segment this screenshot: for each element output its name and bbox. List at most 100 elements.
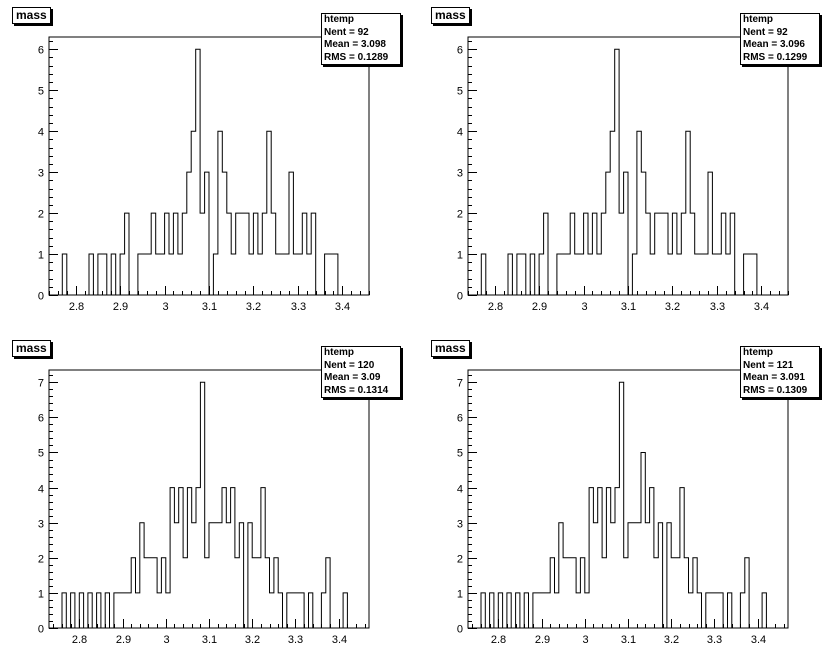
histogram-bin <box>704 254 708 295</box>
histogram-bin <box>632 254 636 295</box>
y-tick-label: 7 <box>38 378 44 390</box>
x-tick-label: 2.9 <box>532 301 547 313</box>
histogram-bin <box>668 254 672 295</box>
x-tick-label: 3.2 <box>665 301 680 313</box>
histogram-bin <box>118 593 122 628</box>
histogram-bin <box>570 213 574 295</box>
histogram-bin <box>79 593 83 628</box>
histogram-bin <box>602 558 606 628</box>
histogram-bin <box>156 254 160 295</box>
x-tick-label: 3.3 <box>710 301 725 313</box>
histogram-bin <box>606 172 610 295</box>
histogram-bin <box>140 523 144 628</box>
histogram-bin <box>123 593 127 628</box>
histogram-bin <box>114 593 118 628</box>
histogram-bin <box>650 254 654 295</box>
y-tick-label: 5 <box>38 86 44 98</box>
histogram-bin <box>667 523 671 628</box>
histogram-bin <box>671 558 675 628</box>
stats-box: htemp Nent = 92 Mean = 3.096 RMS = 0.129… <box>740 13 820 65</box>
histogram-bin <box>308 593 312 628</box>
histogram-bin <box>490 593 494 628</box>
x-tick-label: 3.1 <box>621 634 636 646</box>
histogram-bin <box>585 593 589 628</box>
histogram-bin <box>516 593 520 628</box>
histogram-bin <box>62 593 66 628</box>
y-tick-label: 1 <box>457 589 463 601</box>
histogram-bin <box>248 523 252 628</box>
histogram-bin <box>601 213 605 295</box>
histogram-bin <box>637 523 641 628</box>
histogram-bin <box>659 213 663 295</box>
histogram-bin <box>580 558 584 628</box>
stats-name: htemp <box>324 347 354 358</box>
histogram-bin <box>157 593 161 628</box>
histogram-outline <box>480 381 767 629</box>
histogram-bin <box>218 131 222 295</box>
y-tick-label: 3 <box>457 168 463 180</box>
histogram-bin <box>624 558 628 628</box>
y-tick-label: 0 <box>457 291 463 303</box>
histogram-bin <box>680 488 684 628</box>
histogram-bin <box>205 558 209 628</box>
y-tick-label: 6 <box>457 45 463 57</box>
histogram-bin <box>293 254 297 295</box>
histogram-outline <box>61 381 348 629</box>
histogram-bin <box>699 254 703 295</box>
stats-mean: Mean = 3.098 <box>324 39 386 50</box>
x-tick-label: 3 <box>581 301 587 313</box>
histogram-bin <box>517 254 521 295</box>
histogram-bin <box>160 254 164 295</box>
y-tick-label: 1 <box>38 589 44 601</box>
histogram-bin <box>646 213 650 295</box>
histogram-bin <box>200 213 204 295</box>
histogram-bin <box>178 254 182 295</box>
histogram-title: mass <box>12 340 51 357</box>
histogram-bin <box>677 254 681 295</box>
histogram-bin <box>289 172 293 295</box>
histogram-bin <box>98 254 102 295</box>
histogram-bin <box>111 254 115 295</box>
histogram-bin <box>166 593 170 628</box>
y-tick-label: 6 <box>457 413 463 425</box>
histogram-bin <box>695 254 699 295</box>
histogram-bin <box>563 558 567 628</box>
x-tick-label: 2.9 <box>113 301 128 313</box>
histogram-bin <box>554 593 558 628</box>
histogram-bin <box>650 488 654 628</box>
histogram-title: mass <box>12 7 51 24</box>
histogram-bin <box>619 213 623 295</box>
y-tick-label: 3 <box>38 168 44 180</box>
histogram-bin <box>222 488 226 628</box>
histogram-bin <box>615 488 619 628</box>
histogram-bin <box>508 254 512 295</box>
x-tick-label: 2.8 <box>488 301 503 313</box>
histogram-bin <box>575 254 579 295</box>
y-tick-label: 0 <box>457 624 463 636</box>
histogram-bin <box>253 213 257 295</box>
histogram-bin <box>307 254 311 295</box>
histogram-bin <box>97 593 101 628</box>
histogram-bin <box>681 213 685 295</box>
histogram-bin <box>645 523 649 628</box>
histogram-bin <box>521 254 525 295</box>
histogram-bin <box>588 254 592 295</box>
y-tick-label: 1 <box>457 250 463 262</box>
stats-rms: RMS = 0.1309 <box>743 384 808 396</box>
histogram-bin <box>205 172 209 295</box>
histogram-bin <box>726 254 730 295</box>
x-tick-label: 3.4 <box>754 301 769 313</box>
histogram-bin <box>105 593 109 628</box>
histogram-bin <box>231 488 235 628</box>
histogram-bin <box>182 213 186 295</box>
histogram-bin <box>333 254 337 295</box>
histogram-bin <box>481 254 485 295</box>
histogram-bin <box>226 523 230 628</box>
histogram-outline <box>480 48 758 296</box>
histogram-bin <box>686 131 690 295</box>
histogram-bin <box>589 488 593 628</box>
histogram-bin <box>628 523 632 628</box>
histogram-pad-top-right: 2.8 2.9 3 3.1 3.2 3.3 3.4 0 1 2 3 4 5 6 mass htemp Ne… <box>419 0 837 333</box>
histogram-bin <box>624 172 628 295</box>
histogram-bin <box>153 558 157 628</box>
